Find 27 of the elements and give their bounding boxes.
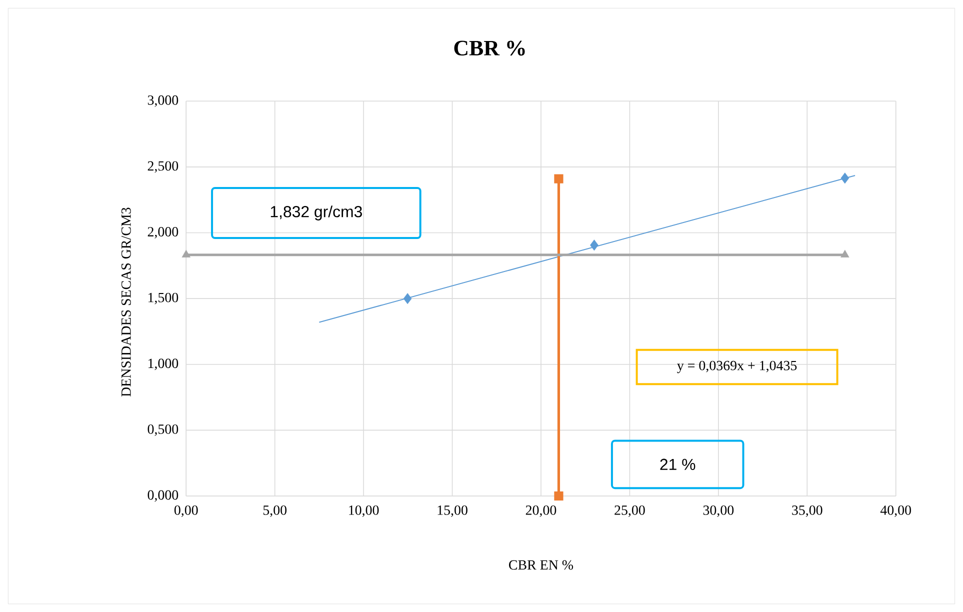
x-tick-label: 40,00 <box>880 505 911 517</box>
chart-title: CBR % <box>454 40 525 56</box>
annotation: 21 % <box>660 458 696 470</box>
point <box>554 174 564 184</box>
y-tick-label: 1,000 <box>148 358 178 370</box>
x-tick-label: 5,00 <box>263 505 287 517</box>
x-tick-label: 0,00 <box>174 505 198 517</box>
y-tick-label: 2,000 <box>148 226 178 238</box>
x-tick-label: 15,00 <box>438 505 468 517</box>
x-tick-label: 10,00 <box>349 505 379 517</box>
y-tick-label: 2,500 <box>148 161 178 173</box>
x-axis-title: CBR EN % <box>509 560 574 570</box>
point <box>554 491 564 500</box>
y-tick-label: 0,000 <box>148 490 178 502</box>
y-tick-label: 3,000 <box>148 95 178 107</box>
point <box>403 292 412 304</box>
annotation: y = 0,0369x + 1,0435 <box>677 360 797 374</box>
point <box>590 240 598 251</box>
annotation: 1,832 gr/cm3 <box>270 206 362 220</box>
y-tick-label: 0,500 <box>148 424 178 436</box>
y-tick-label: 1,500 <box>148 292 178 304</box>
point <box>840 172 850 184</box>
x-tick-label: 30,00 <box>703 505 734 517</box>
x-tick-label: 25,00 <box>614 505 645 517</box>
x-tick-label: 20,00 <box>526 505 556 517</box>
y-axis-title: DENSIDADES SECAS GR/CM3 <box>121 208 131 396</box>
x-tick-label: 35,00 <box>792 505 822 517</box>
